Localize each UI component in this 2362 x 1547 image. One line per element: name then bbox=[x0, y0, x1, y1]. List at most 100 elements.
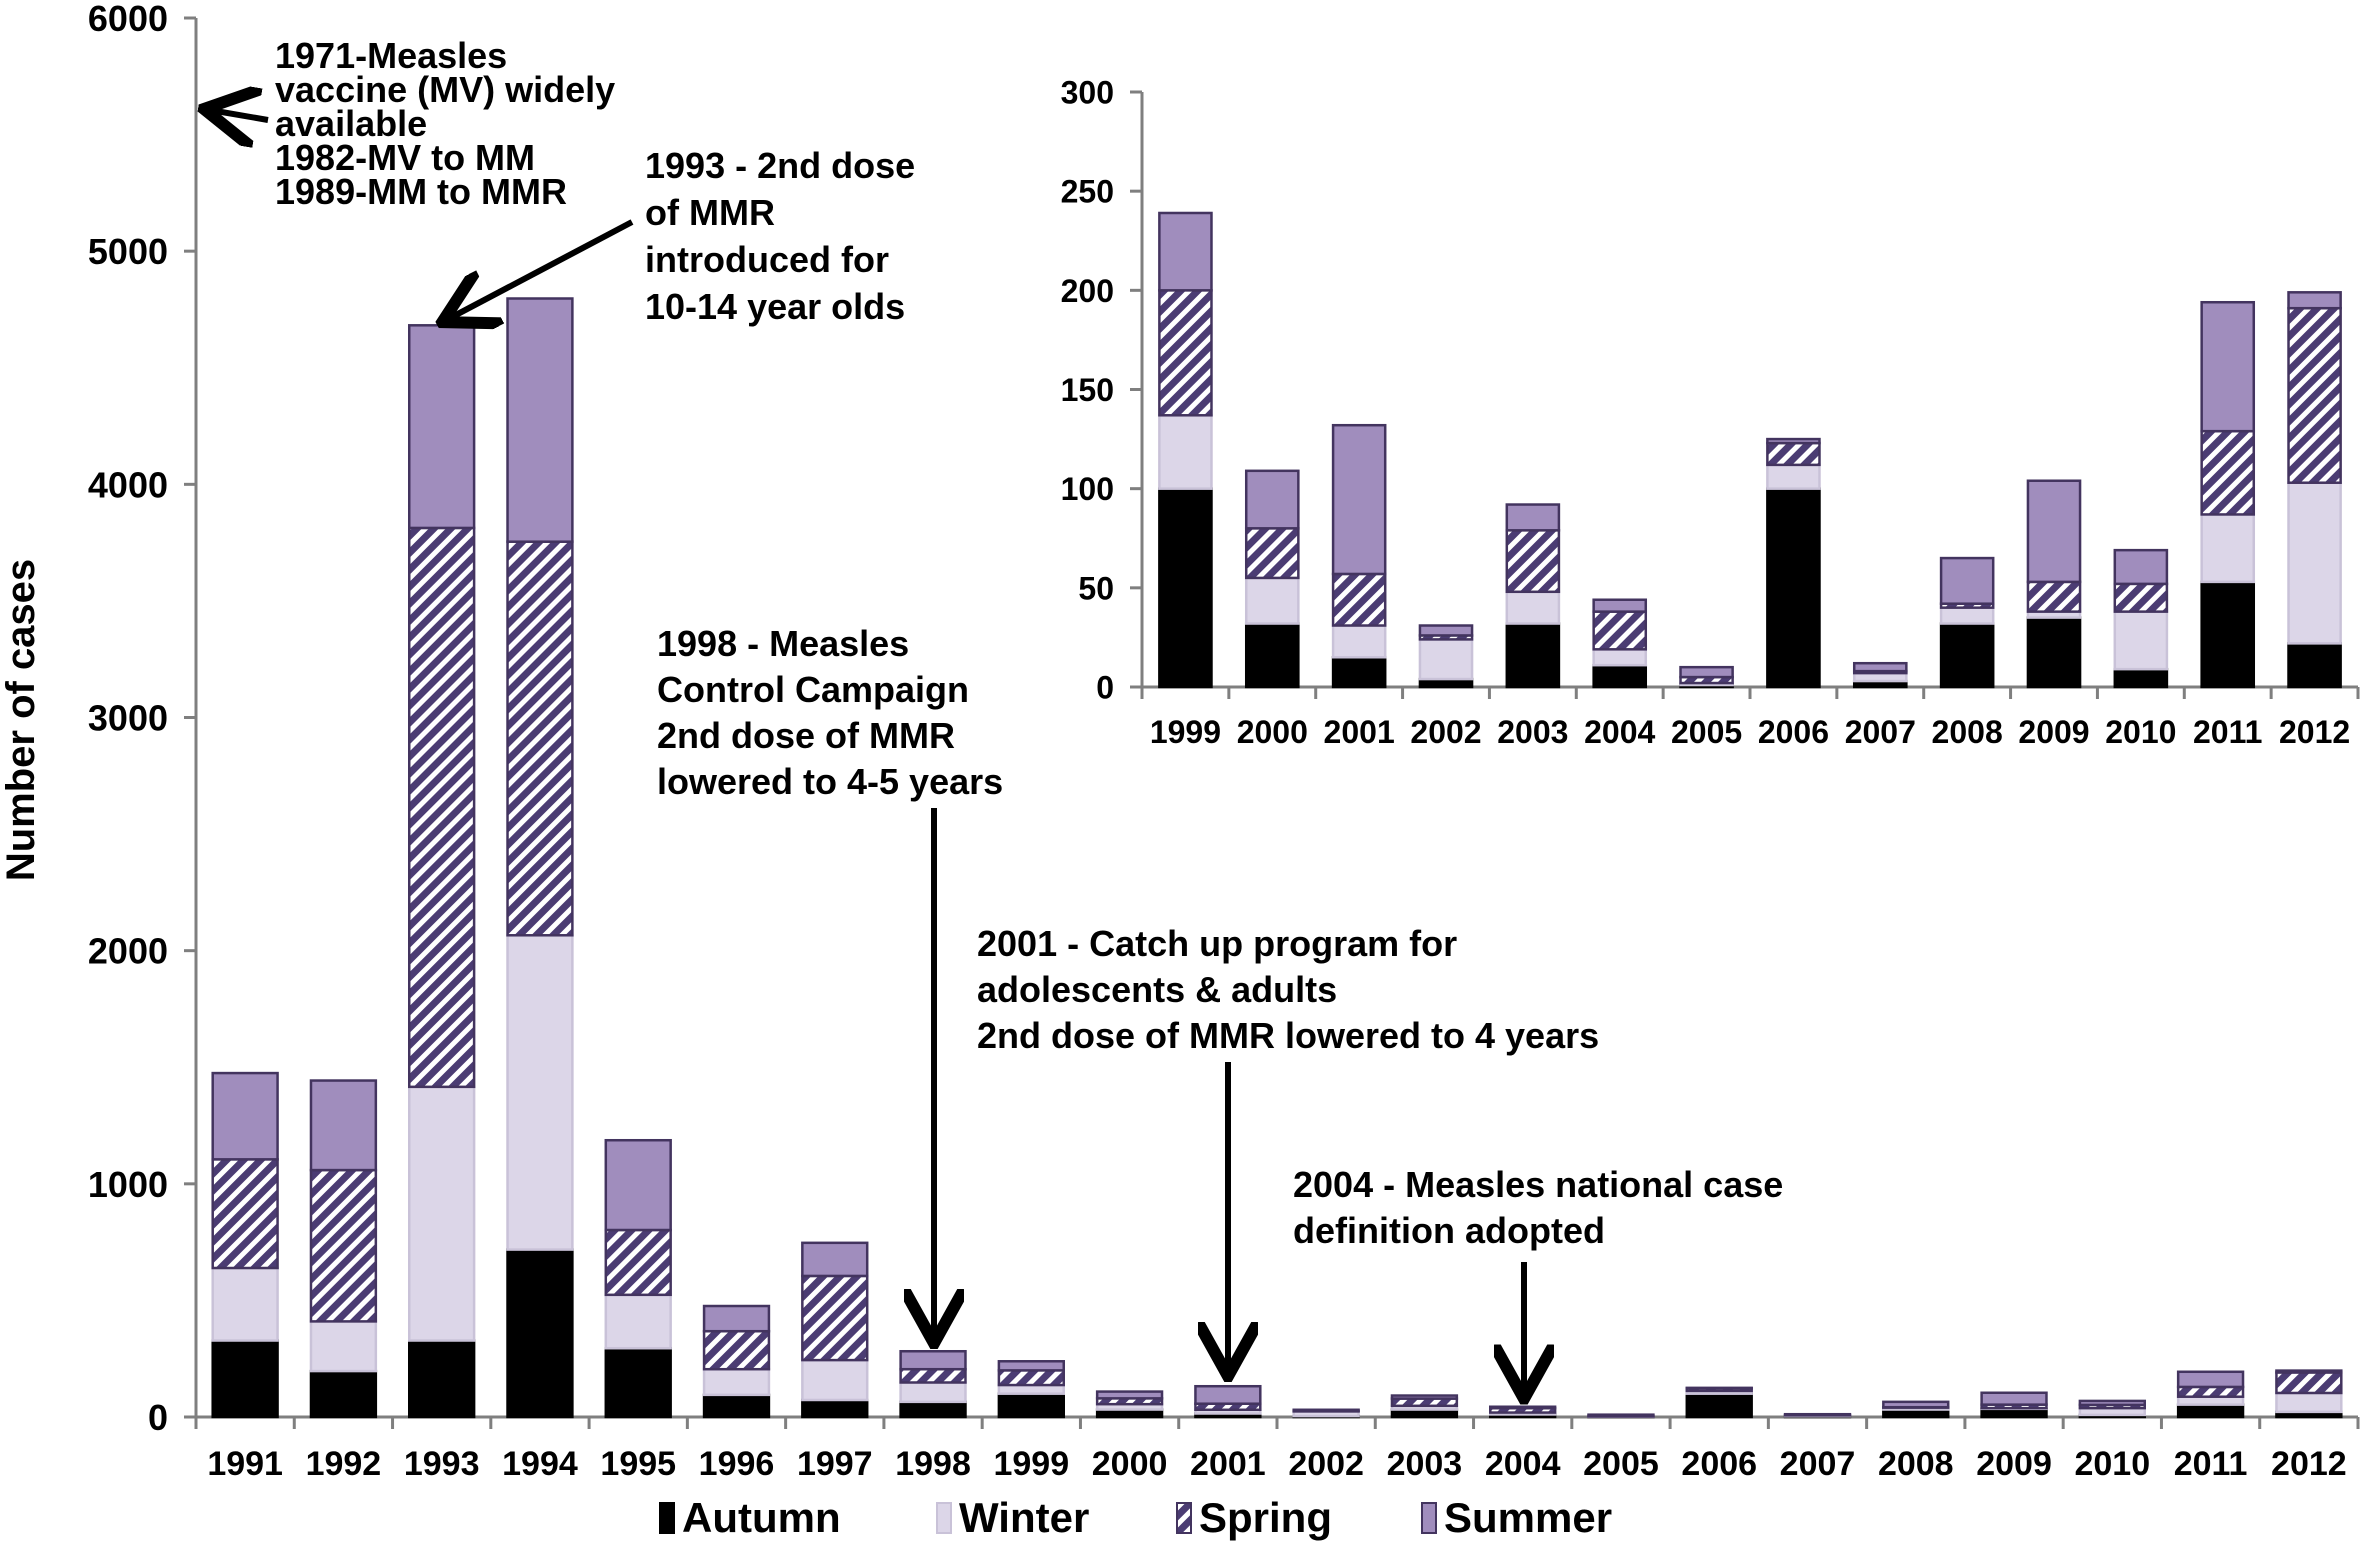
y-tick-label: 150 bbox=[1061, 372, 1114, 408]
bar-winter-1998 bbox=[899, 1381, 967, 1404]
bar-spring-1999 bbox=[997, 1369, 1065, 1387]
bar-winter-1999 bbox=[997, 1383, 1065, 1395]
bar-summer-2011 bbox=[2176, 1370, 2245, 1389]
bar-spring-1994 bbox=[506, 540, 574, 937]
bar-spring-1999 bbox=[1158, 289, 1213, 417]
annotation-line: 1982-MV to MM bbox=[275, 137, 535, 178]
y-tick-label: 4000 bbox=[88, 464, 168, 505]
x-tick-label: 1997 bbox=[797, 1445, 873, 1483]
bar-winter-2008 bbox=[1939, 606, 1995, 625]
x-tick-label: 1998 bbox=[895, 1445, 971, 1483]
x-tick-label: 2003 bbox=[1497, 714, 1568, 750]
bar-summer-2012 bbox=[2275, 1369, 2343, 1374]
x-tick-label: 2009 bbox=[1976, 1445, 2052, 1483]
annotation-line: available bbox=[275, 103, 427, 144]
y-tick-label: 300 bbox=[1061, 75, 1114, 111]
legend-label: Summer bbox=[1444, 1494, 1612, 1541]
bar-summer-1994 bbox=[506, 297, 574, 543]
bar-winter-2002 bbox=[1418, 638, 1474, 681]
bar-spring-1991 bbox=[211, 1158, 279, 1270]
annotation-line: 2nd dose of MMR bbox=[657, 715, 955, 756]
bar-summer-2012 bbox=[2287, 291, 2342, 310]
x-tick-label: 2010 bbox=[2105, 714, 2176, 750]
annotation-line: definition adopted bbox=[1293, 1210, 1605, 1251]
x-tick-label: 2007 bbox=[1780, 1445, 1856, 1483]
x-tick-label: 2003 bbox=[1387, 1445, 1463, 1483]
legend-item-winter: Winter bbox=[936, 1494, 1089, 1541]
x-tick-label: 2012 bbox=[2271, 1445, 2347, 1483]
bar-summer-2007 bbox=[1852, 661, 1908, 673]
x-tick-label: 2002 bbox=[1288, 1445, 1364, 1483]
bar-winter-2012 bbox=[2275, 1391, 2343, 1414]
x-tick-label: 2010 bbox=[2074, 1445, 2150, 1483]
bar-winter-1992 bbox=[309, 1320, 378, 1373]
bar-summer-2009 bbox=[1980, 1391, 2048, 1406]
bar-spring-1998 bbox=[899, 1367, 967, 1384]
annotation-line: vaccine (MV) widely bbox=[275, 69, 615, 110]
x-tick-label: 1992 bbox=[306, 1445, 382, 1483]
x-tick-label: 1993 bbox=[404, 1445, 480, 1483]
y-tick-label: 0 bbox=[1096, 670, 1114, 706]
bar-autumn-1999 bbox=[997, 1392, 1065, 1419]
annotation-line: 1998 - Measles bbox=[657, 623, 909, 664]
x-tick-label: 2001 bbox=[1324, 714, 1395, 750]
y-axis-label: Number of cases bbox=[0, 559, 43, 881]
y-tick-label: 6000 bbox=[88, 0, 168, 39]
x-tick-label: 2004 bbox=[1485, 1445, 1561, 1483]
y-tick-label: 250 bbox=[1061, 174, 1114, 210]
bar-winter-2003 bbox=[1505, 590, 1561, 625]
bar-summer-2011 bbox=[2200, 300, 2256, 433]
legend-label: Spring bbox=[1199, 1494, 1332, 1541]
annotation-line: introduced for bbox=[645, 239, 889, 280]
annotation-line: 2001 - Catch up program for bbox=[977, 923, 1457, 964]
annotation-line: lowered to 4-5 years bbox=[657, 761, 1003, 802]
x-tick-label: 2006 bbox=[1758, 714, 1829, 750]
bar-spring-2000 bbox=[1244, 527, 1300, 580]
bar-summer-2009 bbox=[2026, 479, 2082, 584]
bar-summer-2004 bbox=[1489, 1405, 1557, 1410]
y-tick-label: 200 bbox=[1061, 273, 1114, 309]
bar-autumn-1999 bbox=[1158, 487, 1213, 689]
x-tick-label: 2004 bbox=[1584, 714, 1655, 750]
bar-summer-2004 bbox=[1592, 598, 1648, 613]
y-tick-label: 100 bbox=[1061, 471, 1114, 507]
bar-spring-2012 bbox=[2275, 1371, 2343, 1395]
bar-summer-1997 bbox=[801, 1241, 869, 1278]
bar-autumn-2006 bbox=[1685, 1392, 1753, 1419]
annotation-line: adolescents & adults bbox=[977, 969, 1337, 1010]
bar-summer-1995 bbox=[604, 1138, 672, 1232]
bar-winter-1991 bbox=[211, 1266, 279, 1342]
bar-spring-2011 bbox=[2176, 1385, 2245, 1398]
bar-spring-2011 bbox=[2200, 429, 2256, 516]
legend-item-spring: Spring bbox=[1176, 1494, 1332, 1541]
legend-swatch-autumn bbox=[659, 1502, 675, 1534]
bar-winter-2000 bbox=[1244, 576, 1300, 625]
annotation-1993: 1993 - 2nd dose of MMR introduced for 10-14… bbox=[645, 145, 915, 327]
bar-summer-2010 bbox=[2078, 1399, 2146, 1407]
annotation-line: 10-14 year olds bbox=[645, 286, 905, 327]
annotation-line: 1989-MM to MMR bbox=[275, 171, 567, 212]
bar-summer-2000 bbox=[1244, 469, 1300, 530]
bar-summer-1991 bbox=[211, 1071, 279, 1161]
bar-summer-2003 bbox=[1390, 1394, 1459, 1400]
legend-label: Autumn bbox=[682, 1494, 841, 1541]
bar-summer-2007 bbox=[1783, 1412, 1852, 1417]
bar-winter-1995 bbox=[604, 1293, 672, 1350]
bar-autumn-2008 bbox=[1939, 622, 1995, 689]
y-tick-label: 5000 bbox=[88, 231, 168, 272]
bar-winter-1996 bbox=[702, 1367, 771, 1397]
bar-autumn-1997 bbox=[801, 1398, 869, 1419]
annotation-line: 1993 - 2nd dose bbox=[645, 145, 915, 186]
annotation-line: 2004 - Measles national case bbox=[1293, 1164, 1783, 1205]
bar-winter-2004 bbox=[1592, 648, 1648, 667]
x-tick-label: 2006 bbox=[1681, 1445, 1757, 1483]
bar-autumn-1994 bbox=[506, 1248, 574, 1419]
bar-summer-2008 bbox=[1939, 556, 1995, 605]
legend-item-summer: Summer bbox=[1421, 1494, 1612, 1541]
bar-summer-1998 bbox=[899, 1349, 967, 1371]
bar-summer-2001 bbox=[1331, 423, 1387, 576]
x-tick-label: 2008 bbox=[1932, 714, 2003, 750]
